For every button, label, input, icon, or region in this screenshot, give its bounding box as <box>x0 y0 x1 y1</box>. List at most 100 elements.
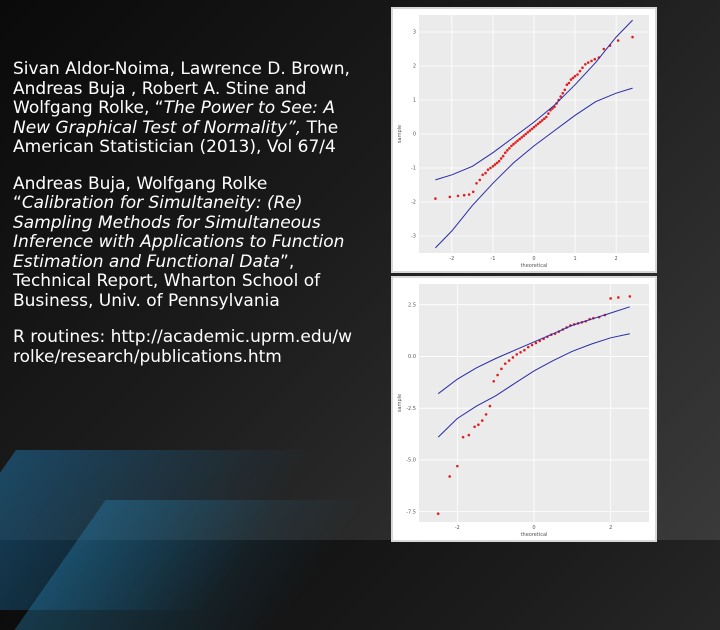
y-tick-label: 1 <box>413 98 416 104</box>
data-point <box>480 419 484 422</box>
qq-plot-top: -2 -1 0 1 2 3 2 1 0 -1 -2 -3 theoretical sample <box>391 7 657 273</box>
data-point <box>526 131 530 134</box>
data-point <box>514 141 517 144</box>
x-tick-label: 2 <box>609 525 612 531</box>
data-point <box>501 154 505 158</box>
data-point <box>467 433 471 437</box>
y-tick-label: 2.5 <box>408 302 416 308</box>
data-point <box>515 353 519 356</box>
qq-plot-bottom: -2 0 2 2.5 0.0 -2.5 -5.0 -7.5 theoretical sample <box>391 276 657 542</box>
data-point <box>461 435 465 439</box>
data-point <box>500 367 503 371</box>
y-tick-label: -2.5 <box>406 406 416 412</box>
data-point <box>512 142 515 146</box>
data-point <box>522 134 526 137</box>
y-tick-label: -1 <box>411 166 416 172</box>
data-point <box>506 149 509 152</box>
data-point <box>534 124 538 127</box>
data-point <box>489 166 492 170</box>
data-point <box>503 362 507 365</box>
data-point <box>507 359 511 362</box>
data-point <box>519 350 522 354</box>
data-point <box>578 69 582 73</box>
data-point <box>511 356 515 359</box>
data-point <box>593 57 597 61</box>
y-tick-label: 2 <box>413 64 416 70</box>
y-tick-label: 0 <box>413 132 416 138</box>
upper-band-line <box>437 306 630 395</box>
data-point <box>484 413 488 416</box>
data-point <box>590 59 593 63</box>
data-point <box>456 464 459 468</box>
data-point <box>516 139 519 143</box>
data-point <box>518 137 521 141</box>
data-point <box>586 61 590 64</box>
data-point <box>448 195 452 199</box>
x-axis-label: theoretical <box>521 532 548 538</box>
reference-3: R routines: http://academic.uprm.edu/wro… <box>13 327 353 367</box>
data-point <box>545 115 548 119</box>
y-tick-label: -7.5 <box>406 509 416 515</box>
data-point <box>508 146 511 150</box>
reference-1-title: The Power to See: A New Graphical Test o… <box>13 98 335 138</box>
data-point <box>496 373 499 377</box>
reference-3-text: R routines: http://academic.uprm.edu/wro… <box>13 327 353 367</box>
data-point <box>532 125 536 129</box>
lower-band-line <box>437 333 630 438</box>
data-point <box>520 136 523 139</box>
data-point <box>530 127 534 131</box>
x-axis-label: theoretical <box>521 263 548 269</box>
reference-1: Sivan Aldor-Noima, Lawrence D. Brown, An… <box>13 59 353 158</box>
data-point <box>471 190 475 194</box>
data-point <box>628 295 632 298</box>
y-tick-label: -2 <box>411 200 416 206</box>
x-tick-label: 0 <box>532 256 535 262</box>
data-point <box>503 151 507 154</box>
x-tick-label: 0 <box>532 525 535 531</box>
data-point <box>491 165 495 168</box>
data-point <box>475 182 478 185</box>
data-point <box>561 91 565 95</box>
data-point <box>473 425 476 429</box>
qq-plot-bottom-svg: -2 0 2 2.5 0.0 -2.5 -5.0 -7.5 theoretical sample <box>397 284 649 538</box>
data-point <box>538 120 542 124</box>
data-point <box>510 144 513 148</box>
data-point <box>563 88 567 92</box>
reference-2-title: Calibration for Simultaneity: (Re) Sampl… <box>13 193 345 272</box>
x-tick-label: -1 <box>490 256 495 262</box>
data-point <box>617 296 620 299</box>
data-point <box>434 197 437 200</box>
data-point <box>526 345 530 349</box>
data-point <box>497 159 501 163</box>
data-point <box>436 512 440 516</box>
reference-2: Andreas Buja, Wolfgang Rolke “Calibratio… <box>13 173 353 312</box>
reference-2-rest: ”, Technical Report, Wharton School of B… <box>13 251 321 311</box>
reference-1-rest: The American Statistician (2013), Vol 67… <box>13 117 339 157</box>
data-point <box>602 47 606 51</box>
data-point <box>534 341 538 345</box>
reference-2-authors: Andreas Buja, Wolfgang Rolke “ <box>13 173 268 213</box>
x-tick-label: -2 <box>449 256 454 262</box>
y-tick-label: -5.0 <box>406 458 416 464</box>
data-point <box>565 83 569 86</box>
data-point <box>581 66 584 69</box>
data-point <box>573 74 577 78</box>
qq-plot-top-svg: -2 -1 0 1 2 3 2 1 0 -1 -2 -3 theoretical sample <box>397 15 649 269</box>
data-point <box>456 194 460 198</box>
data-point <box>495 161 499 165</box>
data-point <box>576 73 579 76</box>
data-point <box>448 475 451 478</box>
y-tick-label: -3 <box>411 234 416 240</box>
data-point <box>484 171 487 175</box>
upper-band-line <box>435 19 633 181</box>
x-tick-label: 1 <box>573 256 576 262</box>
data-point <box>523 348 526 352</box>
data-point <box>569 78 573 81</box>
x-tick-label: -2 <box>455 525 460 531</box>
data-point <box>478 178 482 182</box>
data-point <box>492 379 496 383</box>
reference-1-authors: Sivan Aldor-Noima, Lawrence D. Brown, An… <box>13 59 350 118</box>
data-point <box>499 157 503 160</box>
data-point <box>462 193 466 197</box>
y-tick-label: 3 <box>413 30 416 36</box>
